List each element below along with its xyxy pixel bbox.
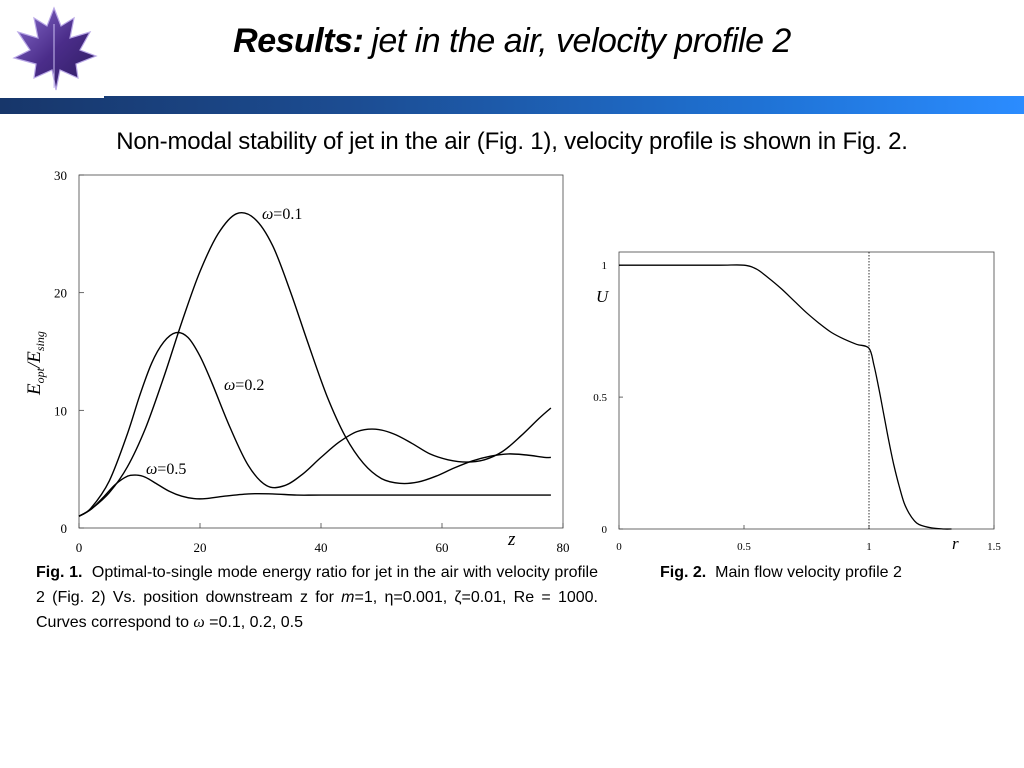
figure-2-caption-text: Main flow velocity profile 2 bbox=[715, 564, 902, 581]
fig2-x-tick-label: 1.5 bbox=[987, 541, 1001, 553]
header-band-gap bbox=[0, 96, 104, 98]
fig1-x-tick-label: 80 bbox=[557, 540, 570, 555]
caption-1-omega: ω bbox=[193, 614, 205, 631]
maple-leaf-logo bbox=[12, 6, 98, 91]
slide-subtitle: Non-modal stability of jet in the air (F… bbox=[116, 128, 908, 155]
fig1-series-label-1: ω=0.1 bbox=[262, 206, 302, 223]
fig1-series-line-2 bbox=[78, 331, 552, 517]
caption-1-text-c: =0.001, bbox=[393, 589, 455, 606]
fig2-x-tick-label: 1 bbox=[866, 541, 872, 553]
figure-2-caption-label: Fig. 2. bbox=[660, 564, 707, 581]
fig2-y-tick-label: 0 bbox=[602, 524, 608, 536]
fig1-y-tick-label: 10 bbox=[54, 403, 67, 418]
fig1-y-axis-label: Eopt/Esing bbox=[24, 331, 47, 396]
fig1-series-label-2: ω=0.2 bbox=[224, 377, 264, 394]
fig1-x-tick-label: 0 bbox=[76, 540, 83, 555]
header-band bbox=[0, 96, 1024, 114]
caption-1-text-b: =1, bbox=[354, 589, 385, 606]
fig1-series-label-3: ω=0.5 bbox=[146, 461, 186, 478]
fig2-x-tick-label: 0.5 bbox=[737, 541, 751, 553]
fig1-y-tick-label: 30 bbox=[54, 168, 67, 183]
fig2-y-axis-label: U bbox=[596, 287, 610, 306]
caption-1-text-e: =0.1, 0.2, 0.5 bbox=[204, 614, 303, 631]
fig1-series-line-3 bbox=[78, 474, 551, 517]
caption-1-zeta: ζ bbox=[454, 589, 462, 606]
fig1-x-tick-label: 20 bbox=[194, 540, 207, 555]
fig1-x-tick-label: 40 bbox=[315, 540, 328, 555]
fig2-series-line-1 bbox=[618, 264, 952, 530]
figure-2-caption: Fig. 2. Main flow velocity profile 2 bbox=[660, 560, 980, 585]
page-title: Results: jet in the air, velocity profile… bbox=[0, 22, 1024, 61]
caption-1-eta: η bbox=[384, 589, 394, 606]
fig1-x-axis-label: z bbox=[507, 529, 516, 550]
figure-1-caption-label: Fig. 1. bbox=[36, 564, 83, 581]
caption-1-text-a: Optimal-to-single mode energy ratio for … bbox=[36, 564, 599, 606]
fig2-y-tick-label: 1 bbox=[602, 260, 608, 272]
caption-1-text-d: =0.01, Re = 1000. Curves correspond to bbox=[36, 589, 598, 631]
fig1-x-tick-label: 60 bbox=[436, 540, 449, 555]
title-bold: Results: bbox=[233, 22, 364, 60]
fig1-y-tick-label: 0 bbox=[61, 521, 68, 536]
fig2-plot-frame bbox=[618, 251, 995, 530]
fig2-y-tick-label: 0.5 bbox=[593, 392, 607, 404]
fig2-x-tick-label: 0 bbox=[616, 541, 622, 553]
title-rest: jet in the air, velocity profile 2 bbox=[371, 22, 791, 60]
figure-1-caption: Fig. 1. Optimal-to-single mode energy ra… bbox=[36, 560, 598, 635]
fig2-x-axis-label: r bbox=[952, 534, 959, 553]
caption-1-m: m bbox=[341, 589, 355, 606]
fig1-y-tick-label: 20 bbox=[54, 286, 67, 301]
fig1-series-line-1 bbox=[78, 212, 551, 517]
